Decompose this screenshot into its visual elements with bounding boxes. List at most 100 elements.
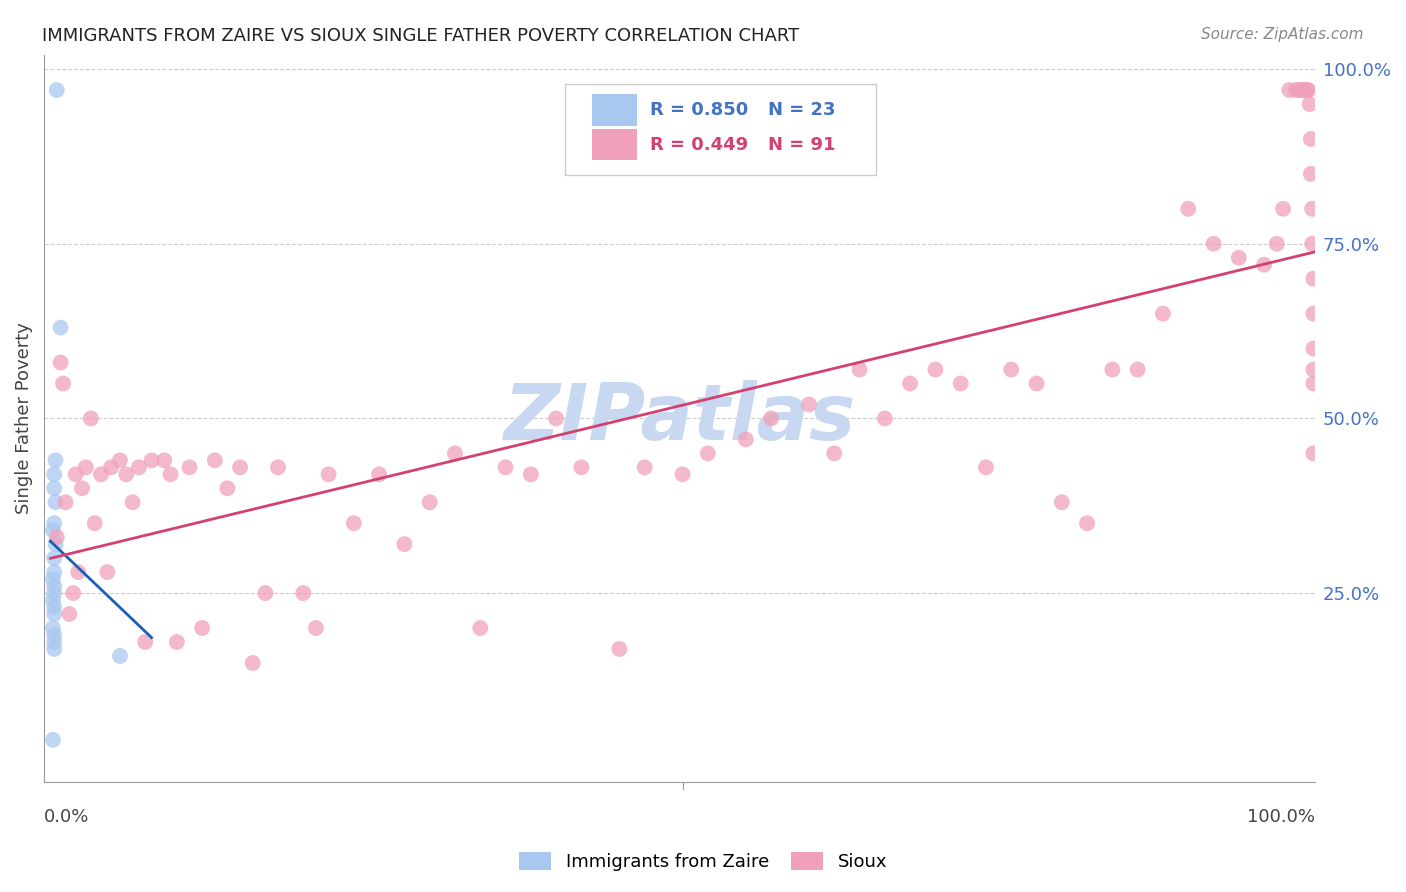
- Point: [191, 621, 214, 635]
- Point: [1302, 271, 1324, 285]
- Point: [121, 495, 143, 509]
- Point: [153, 453, 176, 467]
- Point: [1101, 362, 1123, 376]
- Point: [100, 460, 122, 475]
- Point: [49, 355, 72, 369]
- Point: [292, 586, 315, 600]
- Text: N = 91: N = 91: [768, 136, 835, 153]
- Point: [108, 648, 131, 663]
- Point: [848, 362, 870, 376]
- FancyBboxPatch shape: [592, 128, 637, 161]
- Point: [44, 495, 66, 509]
- Point: [1302, 307, 1324, 321]
- Point: [1285, 83, 1308, 97]
- Point: [1301, 202, 1323, 216]
- Point: [204, 453, 226, 467]
- Point: [42, 732, 65, 747]
- Point: [974, 460, 997, 475]
- Point: [1298, 83, 1320, 97]
- Point: [42, 572, 65, 586]
- Point: [1301, 236, 1323, 251]
- Point: [141, 453, 163, 467]
- Point: [44, 579, 66, 593]
- Point: [318, 467, 340, 482]
- Point: [159, 467, 181, 482]
- Point: [58, 607, 80, 621]
- Point: [44, 467, 66, 482]
- Point: [546, 411, 568, 425]
- Point: [1288, 83, 1310, 97]
- Point: [44, 642, 66, 657]
- Point: [80, 411, 103, 425]
- FancyBboxPatch shape: [592, 94, 637, 126]
- Point: [873, 411, 896, 425]
- Point: [368, 467, 391, 482]
- Point: [44, 481, 66, 495]
- Text: IMMIGRANTS FROM ZAIRE VS SIOUX SINGLE FATHER POVERTY CORRELATION CHART: IMMIGRANTS FROM ZAIRE VS SIOUX SINGLE FA…: [42, 27, 800, 45]
- Point: [1302, 446, 1324, 460]
- Point: [1202, 236, 1225, 251]
- Point: [75, 460, 97, 475]
- Legend: Immigrants from Zaire, Sioux: Immigrants from Zaire, Sioux: [512, 845, 894, 879]
- Point: [44, 628, 66, 642]
- Point: [55, 495, 77, 509]
- Point: [242, 656, 264, 670]
- Point: [52, 376, 75, 391]
- Point: [419, 495, 441, 509]
- Point: [115, 467, 138, 482]
- Point: [42, 523, 65, 537]
- Point: [90, 467, 112, 482]
- Point: [44, 537, 66, 551]
- Point: [495, 460, 517, 475]
- Point: [217, 481, 239, 495]
- Point: [633, 460, 655, 475]
- Text: 100.0%: 100.0%: [1247, 807, 1315, 826]
- Point: [1294, 83, 1316, 97]
- Point: [1296, 83, 1319, 97]
- Point: [1302, 342, 1324, 356]
- Point: [1298, 97, 1320, 112]
- Point: [267, 460, 290, 475]
- Point: [696, 446, 718, 460]
- Point: [797, 397, 820, 411]
- Text: Source: ZipAtlas.com: Source: ZipAtlas.com: [1201, 27, 1364, 42]
- Point: [128, 460, 150, 475]
- Point: [83, 516, 105, 531]
- Point: [42, 621, 65, 635]
- Text: 0.0%: 0.0%: [44, 807, 90, 826]
- FancyBboxPatch shape: [565, 84, 876, 175]
- Point: [898, 376, 921, 391]
- Point: [1291, 83, 1313, 97]
- Text: ZIPatlas: ZIPatlas: [503, 380, 855, 457]
- Point: [1152, 307, 1174, 321]
- Point: [42, 593, 65, 607]
- Point: [229, 460, 252, 475]
- Point: [1076, 516, 1098, 531]
- Point: [1302, 376, 1324, 391]
- Point: [65, 467, 87, 482]
- Point: [444, 446, 467, 460]
- Point: [166, 635, 188, 649]
- Point: [571, 460, 593, 475]
- Point: [607, 642, 630, 657]
- Point: [759, 411, 782, 425]
- Point: [49, 320, 72, 334]
- Point: [45, 83, 67, 97]
- Point: [44, 607, 66, 621]
- Point: [1177, 202, 1199, 216]
- Point: [70, 481, 93, 495]
- Point: [1000, 362, 1022, 376]
- Point: [343, 516, 366, 531]
- Point: [1272, 202, 1295, 216]
- Text: R = 0.850: R = 0.850: [650, 101, 748, 119]
- Point: [394, 537, 416, 551]
- Point: [45, 530, 67, 544]
- Point: [96, 565, 118, 579]
- Y-axis label: Single Father Poverty: Single Father Poverty: [15, 323, 32, 515]
- Point: [1025, 376, 1047, 391]
- Point: [179, 460, 201, 475]
- Point: [1227, 251, 1250, 265]
- Point: [1278, 83, 1301, 97]
- Point: [67, 565, 90, 579]
- Point: [823, 446, 845, 460]
